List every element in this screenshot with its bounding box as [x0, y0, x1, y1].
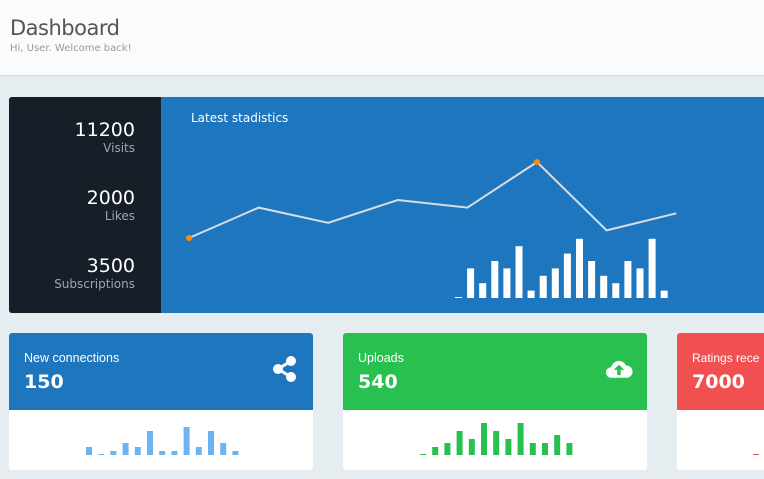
hero-bar	[588, 261, 596, 298]
highlight-point	[534, 159, 540, 165]
page-title: Dashboard	[10, 16, 120, 40]
statistics-chart	[186, 159, 677, 298]
stats-sidebar: 11200 Visits 2000 Likes 3500 Subscriptions	[9, 97, 161, 313]
card-value: 7000	[692, 371, 745, 393]
stat-label: Likes	[104, 209, 135, 223]
hero-bar	[491, 261, 499, 298]
card-bar	[171, 451, 178, 455]
hero-bar	[479, 283, 487, 298]
card-bar-chart	[753, 454, 759, 455]
stat-value: 3500	[86, 255, 135, 277]
card-bar	[195, 447, 202, 455]
card-bar	[529, 443, 536, 455]
card-bar	[98, 454, 105, 455]
page-subtitle: Hi, User. Welcome back!	[10, 43, 132, 54]
card-bar	[542, 443, 548, 455]
card-bar	[122, 443, 129, 455]
hero-line	[188, 160, 677, 239]
hero-bar	[576, 238, 583, 298]
hero-bar	[467, 268, 475, 298]
statistics-panel: 11200 Visits 2000 Likes 3500 Subscriptions …	[9, 97, 764, 313]
card-new-connections: New connections 150	[9, 333, 313, 470]
stat-value: 2000	[86, 187, 135, 209]
stat-likes: 2000 Likes	[87, 187, 135, 223]
card-bar	[232, 451, 239, 455]
card-uploads: Uploads 540	[343, 333, 647, 470]
hero-bar	[636, 268, 644, 298]
card-value: 150	[24, 371, 64, 393]
card-label: Ratings rece	[692, 351, 760, 365]
stat-visits: 11200 Visits	[75, 119, 135, 155]
card-bar	[134, 447, 141, 455]
card-label: Uploads	[358, 351, 404, 365]
card-bar-chart	[420, 423, 573, 455]
card-bar	[456, 431, 463, 455]
card-label: New connections	[24, 351, 120, 365]
card-ratings: Ratings rece 7000	[677, 333, 764, 470]
card-bar	[753, 454, 759, 455]
card-value: 540	[358, 371, 398, 393]
stat-label: Subscriptions	[54, 277, 135, 291]
card-bar	[554, 435, 561, 455]
hero-bar	[600, 275, 608, 298]
hero-bar	[660, 290, 668, 298]
card-bar	[86, 447, 92, 455]
hero-bar	[503, 268, 511, 298]
card-bar-chart	[86, 427, 239, 455]
card-bar	[468, 439, 475, 455]
hero-bar	[563, 253, 571, 298]
highlight-point	[186, 235, 192, 241]
hero-bar	[527, 290, 535, 298]
card-bar	[420, 454, 426, 455]
share-icon	[273, 356, 296, 382]
card-bar	[220, 443, 227, 455]
hero-bar	[648, 238, 656, 298]
card-bar	[159, 451, 166, 455]
card-bar	[147, 431, 153, 455]
chart-title: Latest stadistics	[191, 111, 289, 125]
hero-bar	[515, 246, 523, 298]
stat-label: Visits	[103, 141, 135, 155]
stat-value: 11200	[74, 119, 135, 141]
card-bar	[444, 443, 451, 455]
card-bar	[208, 431, 214, 455]
card-bar	[183, 427, 190, 455]
hero-bar	[539, 275, 547, 298]
card-bar	[481, 423, 487, 455]
card-bar	[517, 423, 524, 455]
hero-bar	[455, 297, 462, 298]
cloud-upload-icon	[605, 360, 633, 378]
card-bar	[493, 431, 500, 455]
hero-bar	[551, 268, 559, 298]
hero-bar	[624, 261, 632, 298]
card-bar	[566, 443, 573, 455]
card-bar	[432, 447, 439, 455]
stat-subscriptions: 3500 Subscriptions	[54, 255, 135, 291]
page-header: Dashboard Hi, User. Welcome back!	[0, 0, 764, 76]
card-bar	[110, 451, 117, 455]
hero-bar	[612, 283, 620, 298]
card-bar	[505, 439, 512, 455]
